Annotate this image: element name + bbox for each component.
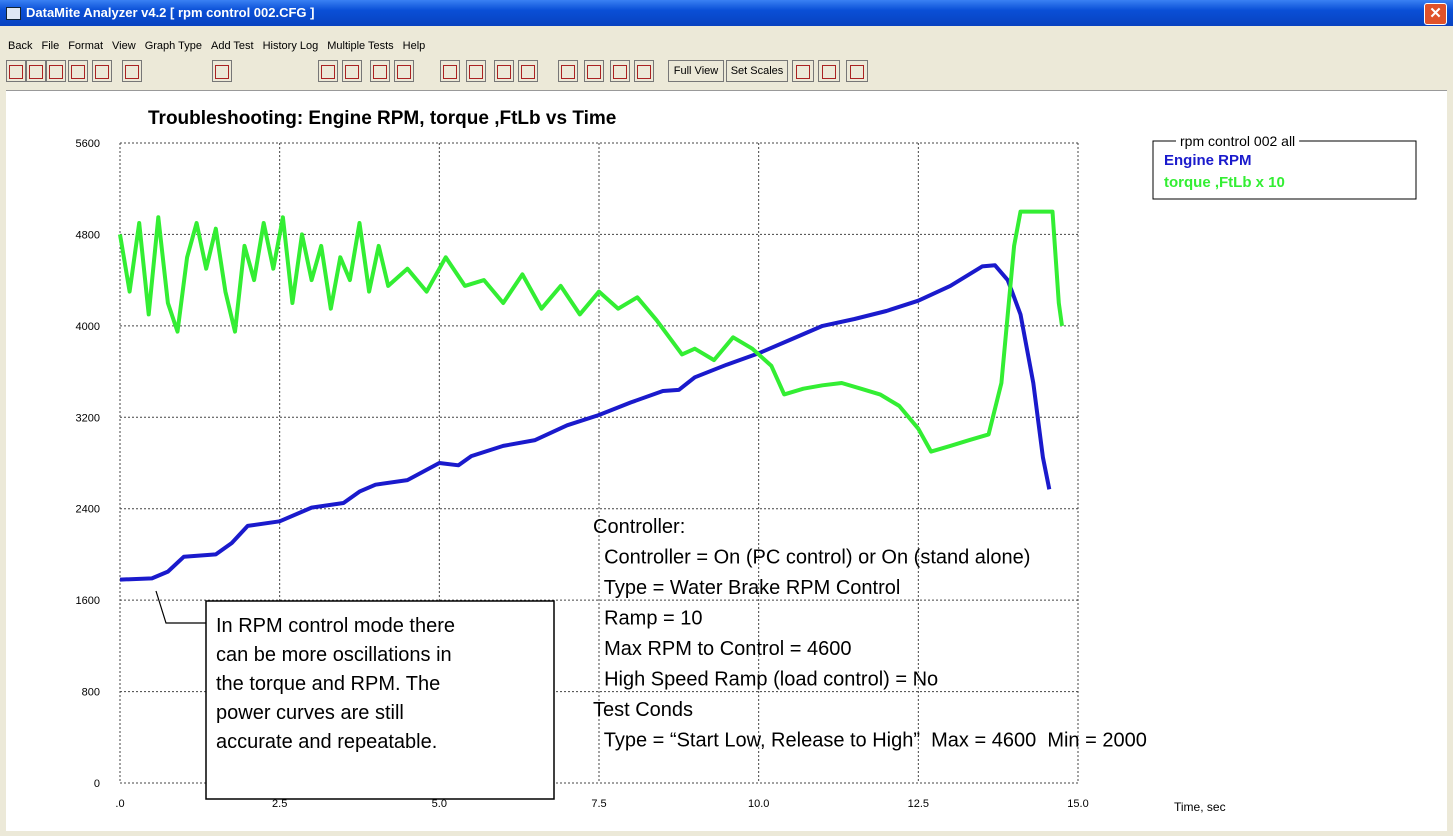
x-axis-label: Time, sec	[1174, 800, 1226, 814]
settings-text: Ramp = 10	[593, 608, 703, 630]
toolbar-button[interactable]	[318, 60, 338, 82]
callout-text: the torque and RPM. The	[216, 673, 440, 695]
x-tick-label: .0	[115, 798, 124, 810]
toolbar-button[interactable]	[342, 60, 362, 82]
settings-text: Type = Water Brake RPM Control	[593, 577, 900, 599]
settings-text: Controller:	[593, 516, 685, 538]
toolbar-button[interactable]	[26, 60, 46, 82]
x-tick-label: 2.5	[272, 798, 287, 810]
menu-item[interactable]: Multiple Tests	[327, 40, 394, 52]
toolbar-button[interactable]	[518, 60, 538, 82]
menu-item[interactable]: Graph Type	[144, 40, 202, 52]
close-button[interactable]: ✕	[1424, 3, 1447, 25]
y-tick-label: 4000	[76, 321, 100, 333]
y-tick-label: 3200	[76, 412, 100, 424]
toolbar-button[interactable]	[6, 60, 26, 82]
settings-text: Test Conds	[593, 699, 693, 721]
toolbar-button[interactable]	[92, 60, 112, 82]
app-icon	[6, 7, 21, 20]
toolbar-button[interactable]	[792, 60, 814, 82]
x-tick-label: 15.0	[1067, 798, 1088, 810]
toolbar-button[interactable]	[584, 60, 604, 82]
toolbar-button[interactable]	[394, 60, 414, 82]
y-tick-label: 0	[94, 778, 100, 790]
x-tick-label: 7.5	[591, 798, 606, 810]
callout-text: power curves are still	[216, 702, 404, 724]
toolbar-button[interactable]: Set Scales	[726, 60, 788, 82]
toolbar-button[interactable]	[212, 60, 232, 82]
chart: Troubleshooting: Engine RPM, torque ,FtL…	[76, 108, 1417, 814]
toolbar-button[interactable]	[494, 60, 514, 82]
y-tick-label: 4800	[76, 229, 100, 241]
menu-item[interactable]: Help	[402, 40, 426, 52]
callout-text: can be more oscillations in	[216, 644, 452, 666]
toolbar-button[interactable]	[122, 60, 142, 82]
settings-text: Max RPM to Control = 4600	[593, 638, 851, 660]
menu-item[interactable]: Format	[68, 40, 104, 52]
legend-title: rpm control 002 all	[1180, 133, 1295, 149]
title-bar: DataMite Analyzer v4.2 [ rpm control 002…	[0, 0, 1453, 26]
menu-item[interactable]: History Log	[262, 40, 319, 52]
menu-item[interactable]: Back	[8, 40, 33, 52]
y-tick-label: 800	[82, 687, 100, 699]
toolbar-button[interactable]	[558, 60, 578, 82]
toolbar-button[interactable]	[466, 60, 486, 82]
toolbar-button[interactable]	[818, 60, 840, 82]
toolbar: Full View Set Scales	[0, 56, 1453, 88]
chart-title: Troubleshooting: Engine RPM, torque ,FtL…	[148, 108, 616, 129]
settings-text: Controller = On (PC control) or On (stan…	[593, 547, 1030, 569]
plot-panel: Troubleshooting: Engine RPM, torque ,FtL…	[6, 90, 1447, 831]
callout-box	[205, 600, 555, 800]
settings-text: Type = “Start Low, Release to High” Max …	[593, 730, 1147, 752]
toolbar-button[interactable]	[440, 60, 460, 82]
window-title: DataMite Analyzer v4.2 [ rpm control 002…	[26, 5, 315, 20]
x-tick-label: 12.5	[908, 798, 929, 810]
callout-text: In RPM control mode there	[216, 615, 455, 637]
toolbar-button[interactable]	[846, 60, 868, 82]
toolbar-button[interactable]	[370, 60, 390, 82]
y-tick-label: 2400	[76, 504, 100, 516]
x-tick-label: 10.0	[748, 798, 769, 810]
legend-entry: Engine RPM	[1164, 152, 1252, 169]
toolbar-button[interactable]	[68, 60, 88, 82]
y-tick-label: 1600	[76, 595, 100, 607]
menu-bar: Back File Format View Graph Type Add Test Hist…	[0, 36, 1453, 56]
callout-text: accurate and repeatable.	[216, 731, 437, 753]
x-tick-label: 5.0	[432, 798, 447, 810]
menu-item[interactable]: View	[112, 40, 136, 52]
toolbar-button[interactable]	[46, 60, 66, 82]
legend-box	[1152, 140, 1417, 200]
menu-item[interactable]: Add Test	[210, 40, 254, 52]
toolbar-button[interactable]	[610, 60, 630, 82]
data-line	[119, 263, 1052, 582]
legend-entry: torque ,FtLb x 10	[1164, 174, 1285, 191]
toolbar-button[interactable]: Full View	[668, 60, 724, 82]
menu-item[interactable]: File	[41, 40, 60, 52]
y-tick-label: 5600	[76, 138, 100, 150]
toolbar-button[interactable]	[634, 60, 654, 82]
data-line	[118, 209, 1064, 454]
legend-title-bg	[1176, 139, 1300, 144]
settings-text: High Speed Ramp (load control) = No	[593, 669, 938, 691]
callout-leader	[155, 590, 206, 624]
